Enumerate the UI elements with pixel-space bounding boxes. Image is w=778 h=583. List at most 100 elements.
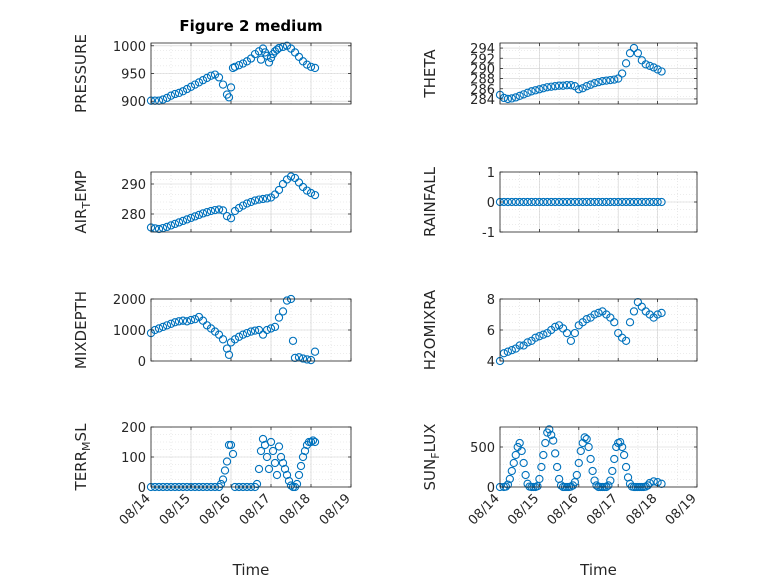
y-axis-label: SUNFLUX	[421, 424, 442, 491]
x-axis-label: Time	[579, 561, 617, 579]
data-point	[616, 438, 625, 447]
data-point	[598, 76, 607, 86]
data-point	[278, 307, 288, 316]
data-point	[228, 449, 238, 459]
data-point	[586, 454, 595, 464]
data-point	[170, 219, 180, 229]
data-point	[298, 354, 308, 363]
data-point	[543, 197, 552, 207]
data-point	[582, 82, 591, 91]
data-point	[284, 476, 294, 486]
data-point	[657, 197, 666, 207]
data-point	[657, 67, 666, 76]
data-point	[629, 197, 639, 207]
x-axis-label: Time	[232, 561, 270, 579]
data-point	[246, 197, 256, 207]
data-point	[649, 197, 658, 207]
data-point	[250, 326, 260, 335]
data-point	[590, 79, 599, 88]
y-tick-label: 0	[487, 196, 495, 211]
x-tick-label: 08/16	[197, 491, 234, 528]
data-point	[531, 333, 540, 342]
data-point	[543, 83, 552, 92]
data-point	[505, 474, 514, 484]
y-tick-label: 4	[487, 355, 495, 370]
x-tick-label: 08/14	[117, 491, 154, 528]
data-point	[296, 461, 306, 471]
data-point	[254, 195, 264, 204]
data-point	[629, 43, 639, 53]
data-point	[641, 60, 650, 69]
data-point	[246, 327, 256, 336]
data-point	[617, 442, 627, 452]
y-axis-label: RAINFALL	[421, 166, 439, 237]
data-point	[588, 466, 597, 476]
data-point	[234, 332, 244, 341]
data-point	[194, 78, 204, 87]
y-tick-label: 288	[470, 73, 495, 88]
chart-panel-7: 0 500 08/14 08/15 08/16 08/17 08/18 08/19 SUNFLU…	[421, 424, 700, 579]
data-point	[310, 190, 320, 200]
data-point	[186, 213, 196, 223]
data-point	[174, 317, 184, 326]
x-tick-label: 08/18	[623, 491, 660, 528]
data-point	[254, 464, 264, 474]
data-point	[290, 353, 300, 363]
data-point	[617, 69, 627, 78]
y-axis-label: THETA	[421, 49, 439, 99]
data-point	[302, 60, 312, 69]
data-point	[643, 481, 652, 490]
data-point	[310, 347, 320, 356]
data-point	[256, 55, 266, 64]
x-tick-label: 08/19	[663, 491, 700, 528]
data-point	[306, 355, 316, 365]
data-point	[198, 209, 208, 218]
data-point	[531, 86, 540, 95]
data-point	[224, 350, 234, 359]
data-point	[242, 328, 252, 338]
data-point	[230, 62, 240, 71]
data-point	[256, 446, 266, 456]
data-point	[645, 61, 654, 71]
data-point	[306, 62, 316, 71]
data-point	[625, 49, 635, 58]
data-point	[262, 194, 272, 203]
data-point	[527, 87, 536, 96]
data-point	[178, 216, 188, 226]
data-point	[614, 197, 623, 207]
data-point	[306, 437, 316, 447]
data-point	[531, 197, 540, 207]
data-point	[610, 75, 619, 84]
data-point	[649, 63, 658, 72]
data-point	[566, 336, 576, 345]
chart-panel-0: 900 950 1000 PRESSURE Figure 2 medium	[72, 17, 352, 113]
data-point	[268, 446, 278, 456]
data-point	[278, 458, 288, 468]
y-tick-label: 286	[470, 83, 495, 98]
axes-box	[499, 42, 698, 105]
data-point	[598, 197, 607, 207]
data-point	[586, 80, 595, 89]
data-point	[262, 452, 272, 462]
data-point	[238, 330, 248, 339]
x-tick-label: 08/17	[237, 491, 274, 528]
data-point	[562, 81, 572, 90]
y-tick-label: 292	[470, 52, 495, 67]
y-axis-label: AIRTEMP	[72, 170, 93, 233]
y-axis-label: H2OMIXRA	[421, 289, 439, 370]
data-point	[580, 433, 589, 442]
y-tick-label: 1	[487, 166, 495, 181]
data-point	[576, 446, 585, 456]
data-point	[594, 308, 603, 318]
data-point	[234, 61, 244, 70]
data-point	[566, 197, 576, 207]
chart-panel-5: 4 6 8 H2OMIXRA	[421, 289, 698, 370]
data-point	[262, 325, 272, 335]
data-point	[292, 479, 302, 489]
data-point	[294, 470, 304, 480]
data-point	[578, 84, 587, 93]
data-point	[584, 442, 593, 452]
data-point	[234, 203, 244, 213]
data-point	[545, 425, 554, 434]
